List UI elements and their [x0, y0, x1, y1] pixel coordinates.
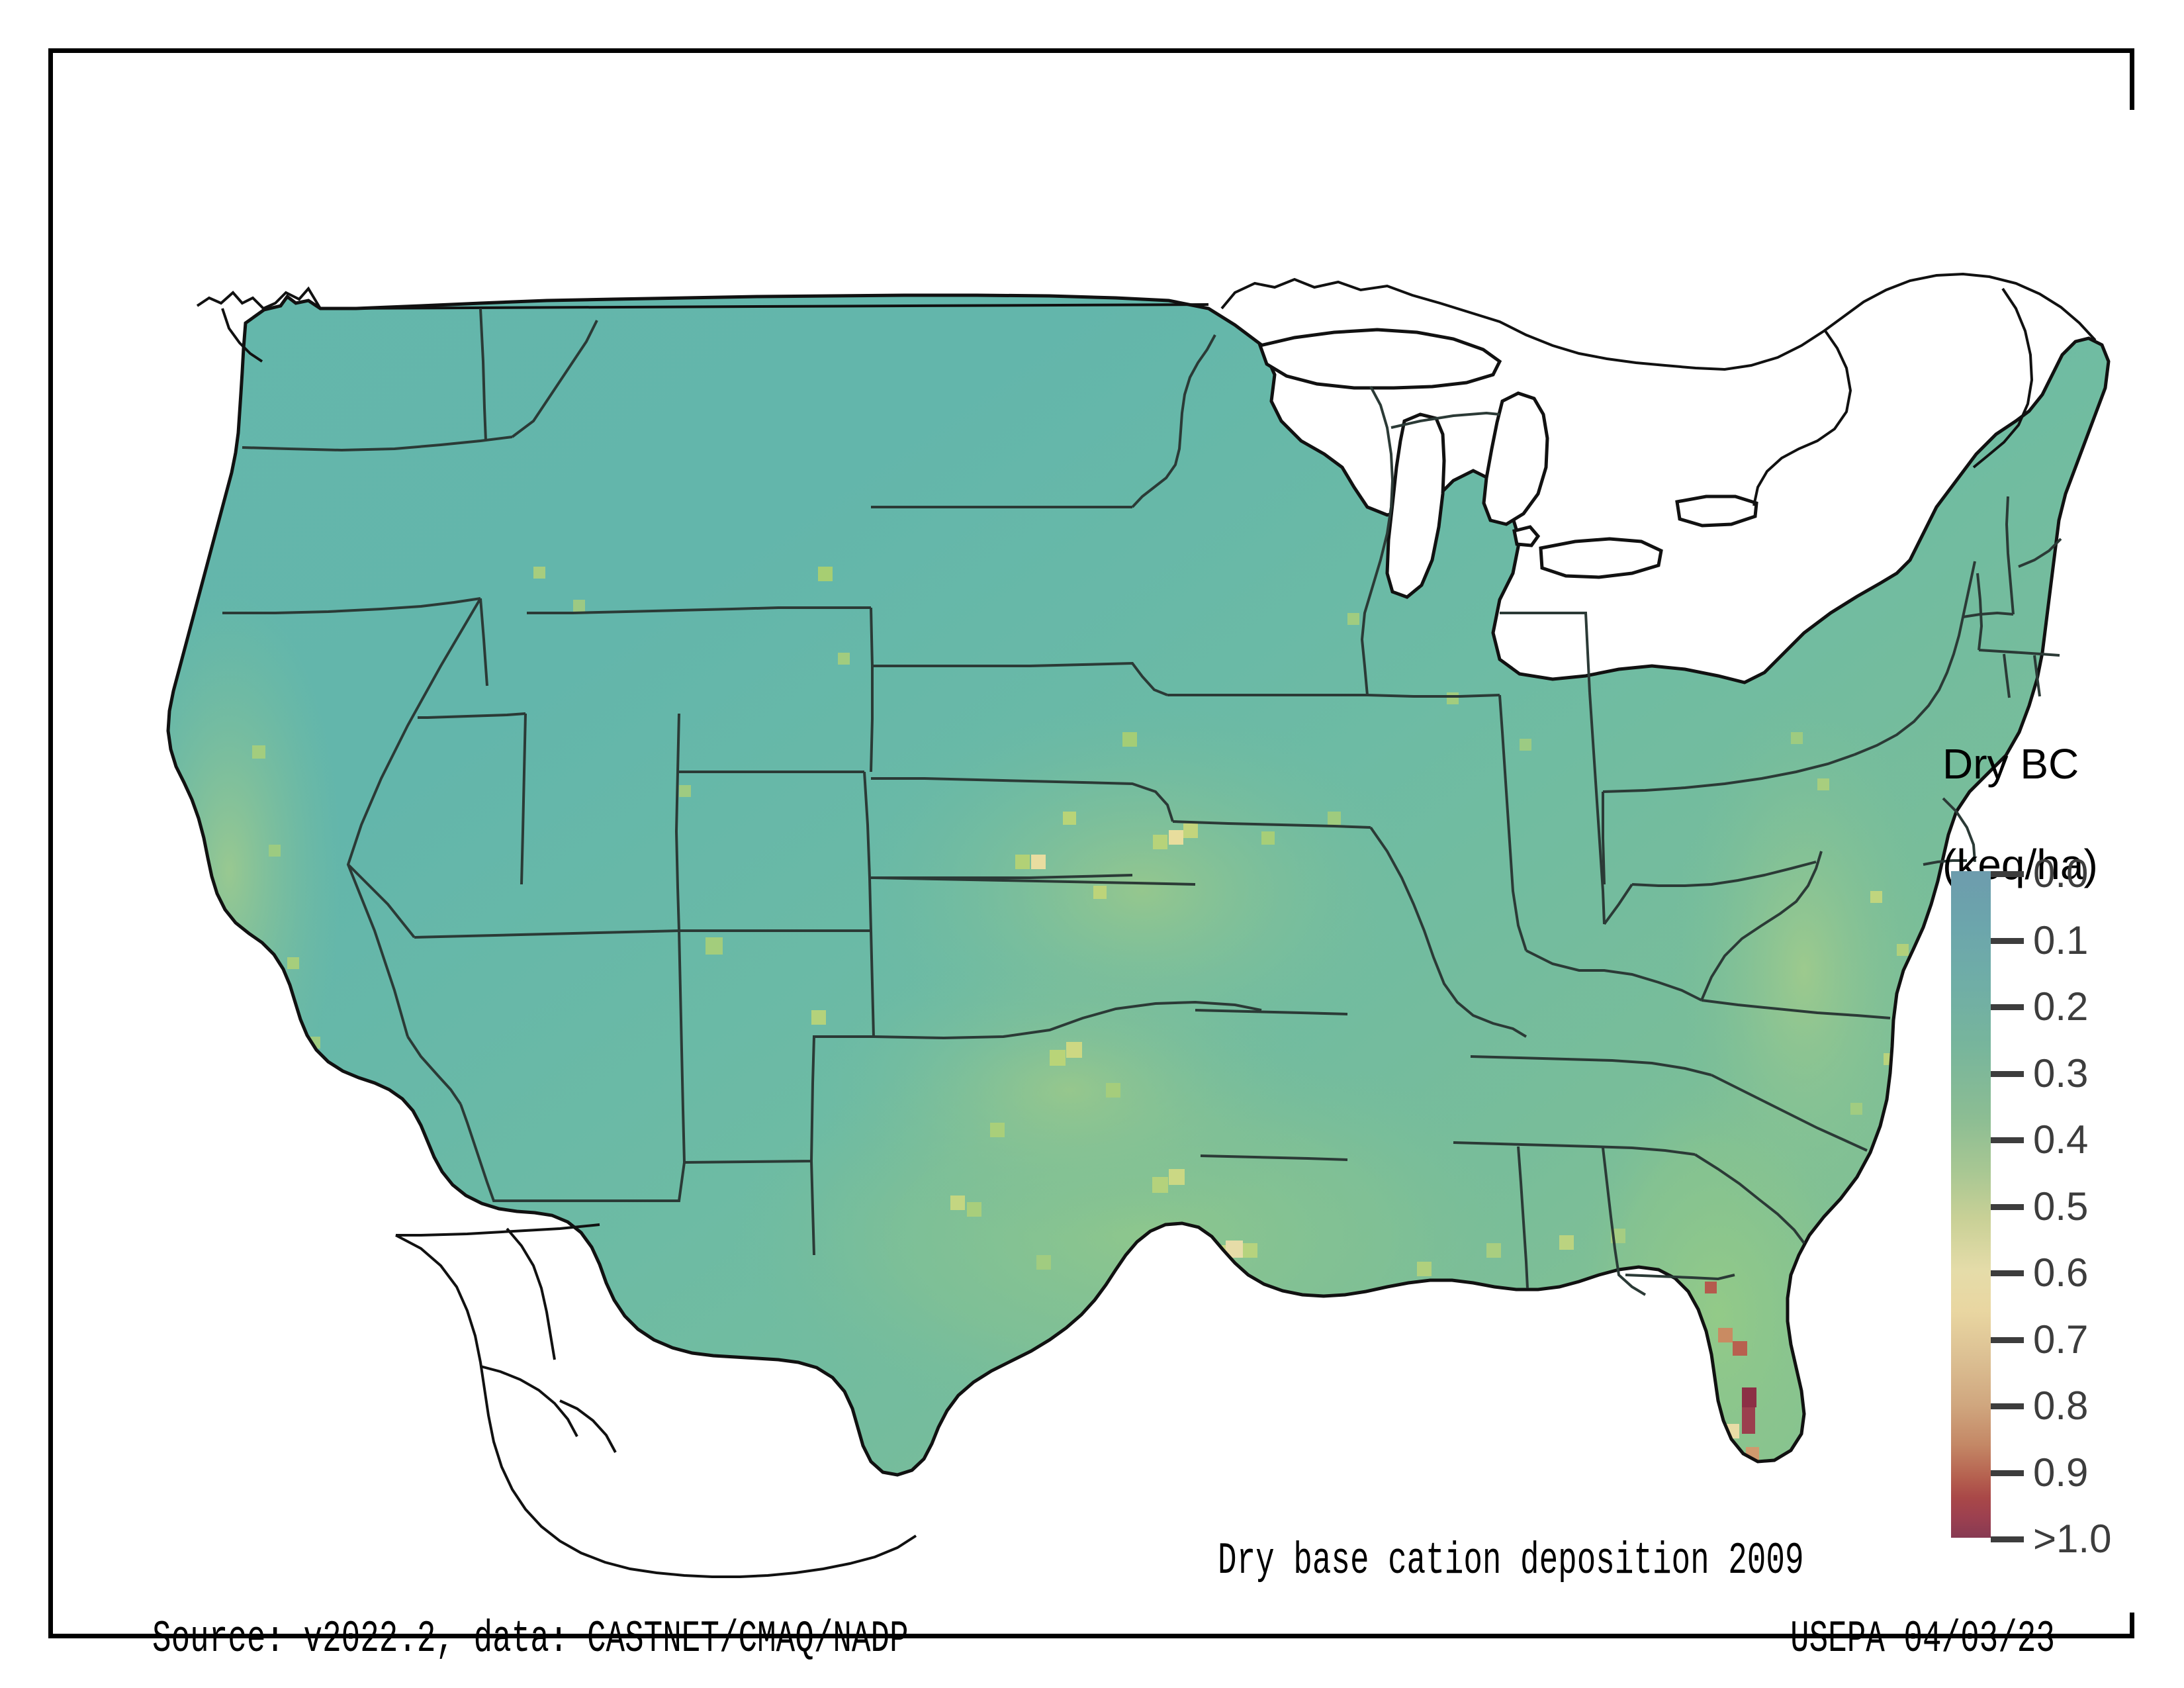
colorbar-label-4: 0.4: [2033, 1117, 2089, 1162]
colorbar-label-8: 0.8: [2033, 1383, 2089, 1428]
neighbor-borders: [196, 272, 2097, 1578]
colorbar-label-5: 0.5: [2033, 1184, 2089, 1229]
colorbar-tick-4: [1991, 1137, 2024, 1143]
colorbar[interactable]: [1951, 871, 1991, 1538]
figure-frame: Dry BC (keq/ha) 0.0 0.1 0.2 0.3 0.4 0.5 …: [48, 48, 2180, 1665]
legend-title-line-1: Dry BC: [1942, 740, 2079, 788]
colorbar-label-1: 0.1: [2033, 918, 2089, 962]
colorbar-tick-6: [1991, 1270, 2024, 1276]
colorbar-label-9: 0.9: [2033, 1450, 2089, 1495]
state-boundaries: [222, 308, 2062, 1296]
colorbar-tick-8: [1991, 1403, 2024, 1409]
colorbar-tick-3: [1991, 1071, 2024, 1077]
figure-source: Source: v2022.2, data: CASTNET/CMAQ/NADP: [152, 1614, 909, 1665]
colorbar-tick-1: [1991, 938, 2024, 944]
legend: Dry BC (keq/ha) 0.0 0.1 0.2 0.3 0.4 0.5 …: [1880, 688, 2184, 1562]
colorbar-tick-2: [1991, 1004, 2024, 1010]
colorbar-label-7: 0.7: [2033, 1317, 2089, 1362]
colorbar-tick-10: [1991, 1536, 2024, 1542]
colorbar-label-10: >1.0: [2033, 1517, 2112, 1561]
colorbar-tick-7: [1991, 1337, 2024, 1343]
colorbar-label-0: 0.0: [2033, 851, 2089, 896]
figure-caption: Dry base cation deposition 2009: [1218, 1536, 1804, 1587]
great-lakes: [1257, 328, 1758, 599]
map-area: [110, 110, 2180, 1613]
colorbar-tick-9: [1991, 1470, 2024, 1476]
colorbar-label-6: 0.6: [2033, 1250, 2089, 1295]
us-deposition-map[interactable]: [110, 110, 2180, 1613]
colorbar-label-2: 0.2: [2033, 984, 2089, 1029]
colorbar-label-3: 0.3: [2033, 1051, 2089, 1096]
colorbar-tick-5: [1991, 1204, 2024, 1210]
figure-credit: USEPA 04/03/23: [1790, 1614, 2055, 1665]
colorbar-tick-0: [1991, 871, 2024, 877]
